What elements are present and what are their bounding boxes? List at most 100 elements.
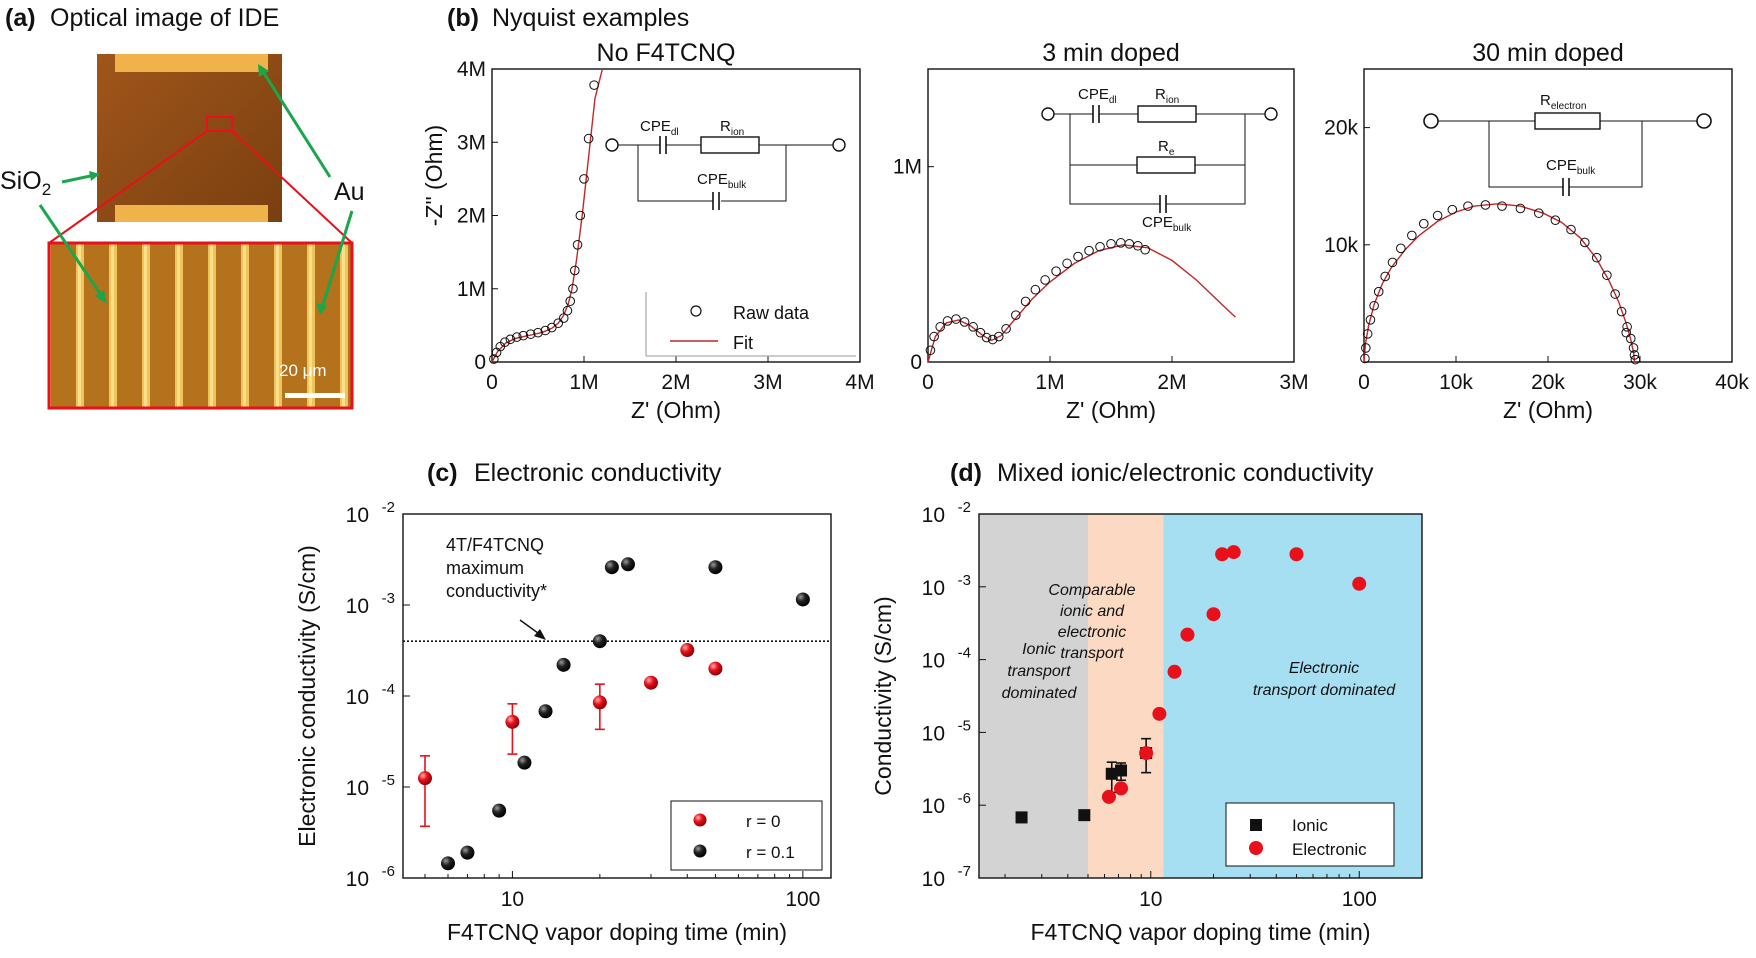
y-tick-label: 20k: [1324, 117, 1358, 140]
label-r-ion: Rion: [720, 118, 744, 138]
raw-data-point: [987, 334, 998, 345]
raw-data-point: [533, 327, 543, 338]
label-cpe-bulk-sub: bulk: [1173, 223, 1192, 234]
resistor-r-electron: [1534, 112, 1601, 130]
electronic-data-point: [1226, 545, 1241, 560]
plot-frame: [927, 68, 1295, 363]
arrow-sio2-bottom: [38, 204, 105, 299]
raw-data-point: [1051, 266, 1061, 276]
r01-data-point: [592, 634, 607, 649]
x-tick-label: 0: [922, 371, 934, 394]
fit-line: [927, 244, 1236, 363]
zoom-line-right: [231, 130, 353, 244]
raw-data-point: [1622, 322, 1632, 332]
y-tick-label: 4M: [457, 58, 486, 81]
raw-data-point: [975, 327, 986, 338]
raw-data-point: [1084, 245, 1094, 256]
electronic-data-point: [1352, 576, 1367, 591]
y-tick-exponent: -2: [382, 499, 395, 516]
circuit-terminal-right: [1696, 113, 1712, 129]
raw-data-point: [568, 283, 578, 294]
r0-data-point: [505, 714, 520, 729]
electronic-data-point: [1114, 781, 1129, 796]
raw-data-point: [1030, 284, 1041, 295]
legend-electronic-marker: [1249, 841, 1263, 855]
legend-electronic-label: Electronic: [1292, 840, 1367, 859]
x-axis-label: Z' (Ohm): [1503, 397, 1593, 423]
raw-data-point: [518, 330, 529, 341]
r0-data-point: [592, 695, 607, 710]
raw-data-point: [589, 80, 599, 90]
y-tick-exponent: -3: [958, 572, 971, 589]
circuit-terminal-left: [1423, 113, 1439, 129]
r0-data-point: [417, 771, 432, 786]
y-tick-label: 10: [922, 577, 945, 600]
label-r-ion-sub: ion: [731, 127, 744, 138]
region-1-label: Comparable: [1048, 582, 1135, 599]
label-r-ion: Rion: [1155, 86, 1179, 106]
y-tick-exponent: -4: [958, 645, 971, 662]
label-cpe-bulk-main: CPE: [1142, 214, 1173, 231]
legend-fit-label: Fit: [733, 333, 753, 353]
y-tick-exponent: -6: [958, 790, 971, 807]
raw-data-point: [1373, 286, 1384, 297]
y-tick-label: 1M: [893, 156, 922, 179]
raw-data-point: [1463, 201, 1473, 211]
raw-data-point: [1040, 275, 1050, 285]
raw-data-point: [1106, 239, 1116, 249]
arrow-sio2-top: [61, 173, 96, 184]
raw-data-point: [993, 331, 1004, 342]
y-tick-label: 1M: [457, 278, 486, 301]
raw-data-point: [1365, 315, 1376, 325]
x-tick-label: 0: [1358, 371, 1370, 394]
resistor-r-ion: [700, 136, 760, 154]
y-tick-exponent: -5: [382, 772, 395, 789]
legend-raw-label: Raw data: [733, 303, 810, 323]
label-cpe-dl-main: CPE: [640, 118, 671, 135]
y-tick-base: 10: [922, 504, 945, 527]
x-tick-label: 100: [1342, 888, 1377, 911]
scale-bar-label: 20 μm: [279, 361, 327, 380]
y-tick-label: 10: [346, 777, 369, 800]
y-tick-base: 10: [922, 577, 945, 600]
electronic-data-point: [1180, 627, 1195, 642]
raw-data-point: [1361, 343, 1371, 353]
y-tick-base: 10: [346, 504, 369, 527]
label-r-electron-main: R: [1540, 92, 1551, 109]
legend-r01-label: r = 0.1: [746, 843, 795, 862]
raw-data-point: [1629, 350, 1640, 360]
electronic-data-point: [1139, 746, 1154, 761]
resistor-r-ion: [1137, 105, 1197, 123]
nyquist-chart-no-f4tcnq: No F4TCNQ 0 1M 2M 3M 4M 0 1M 2M 3M 4M Z' (Ohm) -Z" (…: [421, 39, 875, 423]
raw-data-point: [968, 322, 978, 332]
legend-box: [670, 800, 823, 871]
ionic-data-point: [1015, 811, 1028, 824]
arrow-au-bottom-head: [316, 303, 327, 315]
label-cpe-dl-main: CPE: [1078, 86, 1109, 103]
panel-b: (b) Nyquist examples: [447, 4, 689, 32]
raw-data-point: [1073, 251, 1083, 262]
raw-data-point: [1387, 257, 1398, 268]
panel-a: (a) Optical image of IDE 20 μm SiO2 Au: [0, 4, 365, 410]
annotation-arrow-head: [534, 629, 546, 640]
x-tick-label: 1M: [1035, 371, 1064, 394]
panel-d-tag: (d): [950, 459, 982, 487]
r01-data-point: [492, 803, 507, 818]
raw-data-point: [500, 337, 510, 348]
legend-r0-marker: [693, 813, 707, 827]
raw-data-point: [512, 332, 522, 342]
panel-c: (c) Electronic conductivity: [427, 459, 722, 487]
chart-title: 30 min doped: [1472, 39, 1624, 67]
y-tick-base: 10: [922, 722, 945, 745]
y-axis-label: Conductivity (S/cm): [870, 596, 896, 795]
y-tick-label: 0: [910, 351, 922, 374]
r0-data-point: [643, 675, 658, 690]
raw-data-point: [1580, 237, 1590, 248]
raw-data-point: [505, 334, 516, 345]
ide-top-electrode: [115, 54, 268, 72]
y-tick-base: 10: [922, 650, 945, 673]
legend-r0-label: r = 0: [746, 812, 781, 831]
region-0-band: [979, 514, 1089, 878]
circuit-terminal-right: [832, 138, 846, 152]
label-r-e-main: R: [1158, 138, 1169, 155]
